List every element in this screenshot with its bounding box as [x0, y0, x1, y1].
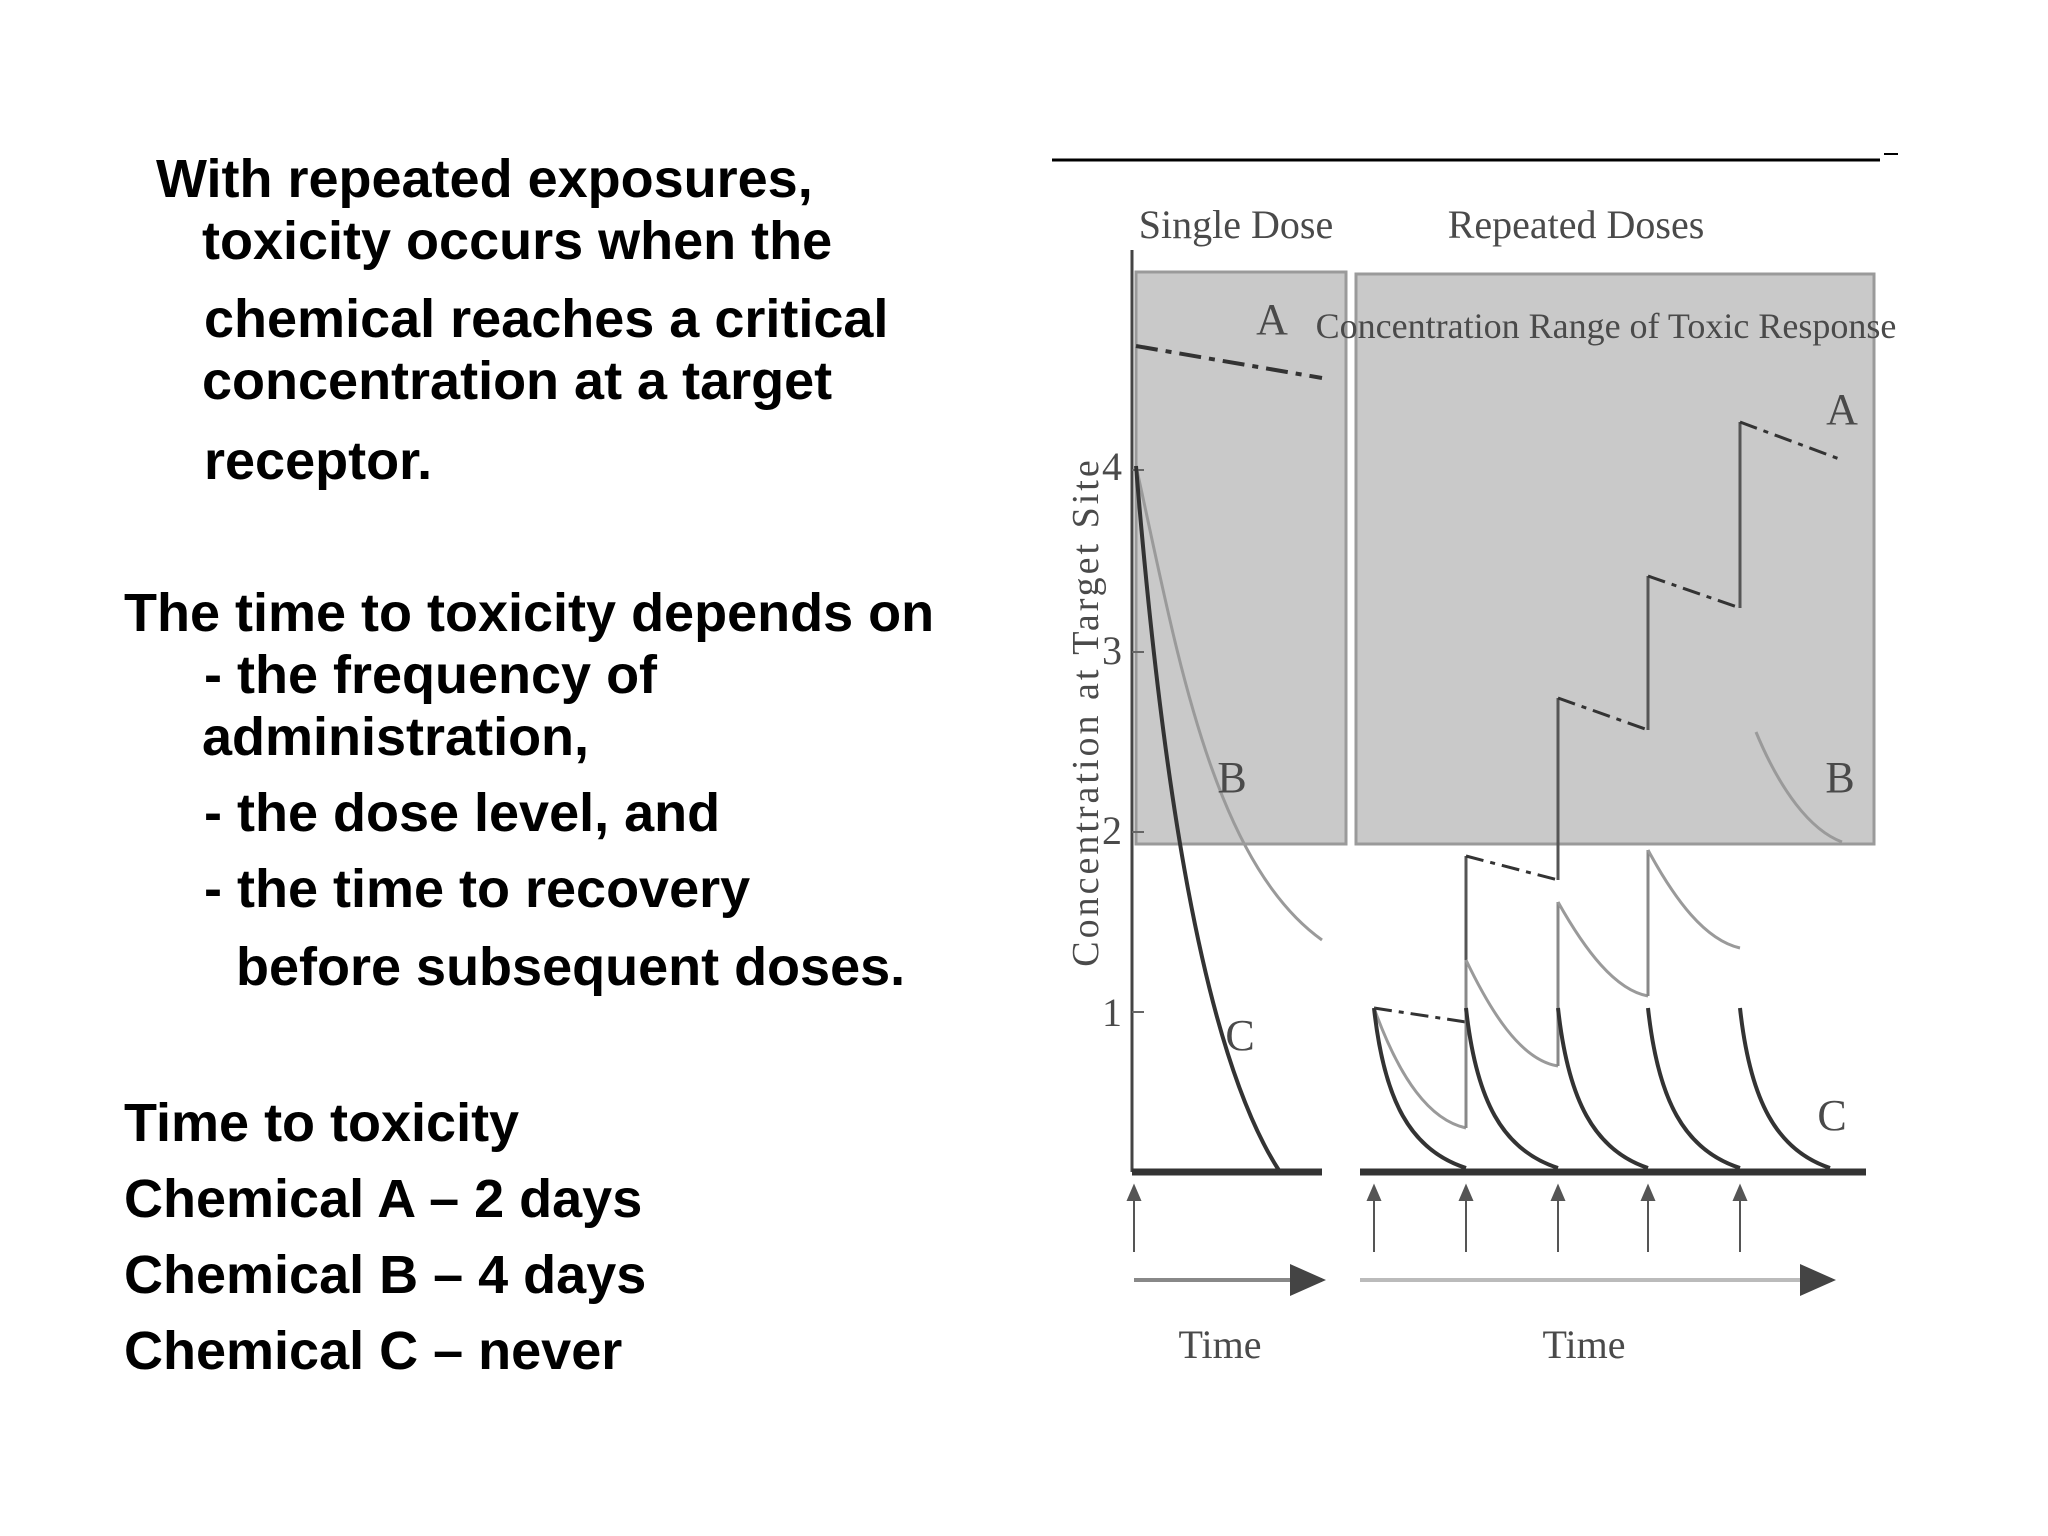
summary-chemical-c: Chemical C – never	[124, 1321, 623, 1381]
single-dose-title: Single Dose	[1139, 202, 1333, 247]
repeated-curve-c	[1372, 1007, 1831, 1170]
summary-chemical-a: Chemical A – 2 days	[124, 1169, 643, 1229]
x-axis-label-single: Time	[1178, 1322, 1261, 1367]
single-label-b: B	[1217, 753, 1246, 802]
single-curve-a	[1135, 344, 1323, 380]
intro-line-5: receptor.	[204, 431, 433, 491]
depends-item-dose: - the dose level, and	[204, 783, 721, 843]
y-tick-1: 1	[1102, 990, 1122, 1035]
depends-heading: The time to toxicity depends on	[124, 583, 935, 643]
y-tick-3: 3	[1102, 628, 1122, 673]
y-tick-4: 4	[1102, 444, 1122, 489]
depends-item-recovery-cont: before subsequent doses.	[236, 937, 906, 997]
depends-item-recovery: - the time to recovery	[204, 859, 751, 919]
intro-line-4: concentration at a target	[202, 351, 833, 411]
toxicity-diagram: Single Dose Repeated Doses Concentration…	[1040, 140, 1900, 1400]
toxic-range-label: Concentration Range of Toxic Response	[1316, 306, 1897, 346]
x-axis-label-repeated: Time	[1542, 1322, 1625, 1367]
dose-arrows	[1126, 1183, 1748, 1252]
repeated-curve-b	[1372, 731, 1843, 1130]
single-curve-c	[1134, 465, 1282, 1174]
intro-line-1: With repeated exposures,	[156, 149, 813, 209]
single-label-c: C	[1225, 1011, 1254, 1060]
repeated-doses-title: Repeated Doses	[1448, 202, 1705, 247]
intro-line-2: toxicity occurs when the	[202, 211, 833, 271]
repeated-curve-a	[1373, 420, 1843, 1024]
toxic-band-repeated	[1354, 272, 1876, 846]
repeated-label-a: A	[1826, 385, 1858, 434]
intro-line-3: chemical reaches a critical	[204, 289, 889, 349]
toxic-band-single	[1134, 270, 1348, 846]
depends-item-frequency: - the frequency of	[204, 645, 658, 705]
summary-heading: Time to toxicity	[124, 1093, 520, 1153]
repeated-label-c: C	[1817, 1091, 1846, 1140]
single-label-a: A	[1256, 295, 1288, 344]
depends-item-frequency-cont: administration,	[202, 707, 590, 767]
repeated-label-b: B	[1825, 753, 1854, 802]
y-axis-label: Concentration at Target Site	[1065, 457, 1107, 966]
y-tick-2: 2	[1102, 808, 1122, 853]
summary-chemical-b: Chemical B – 4 days	[124, 1245, 647, 1305]
single-curve-b	[1134, 465, 1323, 942]
